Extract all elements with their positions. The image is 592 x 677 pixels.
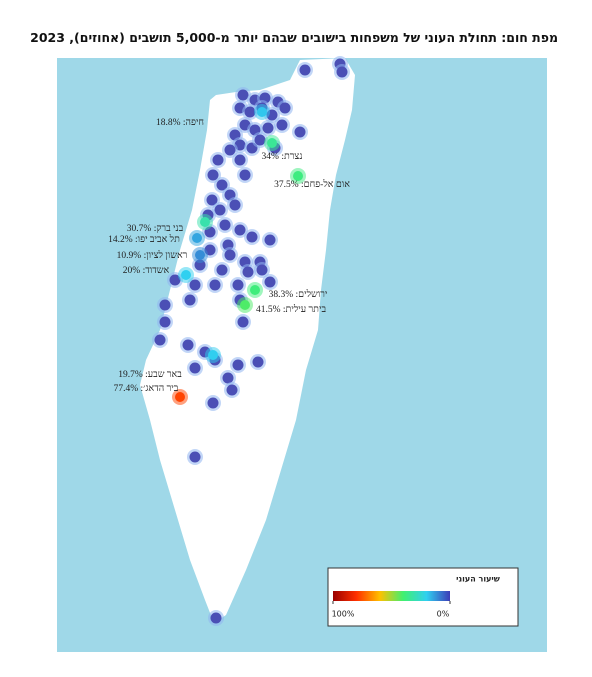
dot xyxy=(216,264,228,276)
land-shape xyxy=(140,58,355,623)
dot xyxy=(207,169,219,181)
city-marker xyxy=(240,300,250,310)
dot xyxy=(256,264,268,276)
dot xyxy=(237,316,249,328)
city-marker xyxy=(208,350,218,360)
dot xyxy=(214,204,226,216)
dot xyxy=(336,66,348,78)
city-marker xyxy=(181,270,191,280)
dot xyxy=(246,231,258,243)
dot xyxy=(294,126,306,138)
dot xyxy=(252,356,264,368)
dot xyxy=(169,274,181,286)
dot xyxy=(232,359,244,371)
dot xyxy=(242,266,254,278)
city-label: תל אביב יפו: 14.2% xyxy=(108,234,180,245)
dot xyxy=(212,154,224,166)
dot xyxy=(184,294,196,306)
dot xyxy=(264,234,276,246)
dot xyxy=(237,89,249,101)
city-label: נצרת: 34% xyxy=(262,152,303,162)
city-marker xyxy=(250,285,260,295)
dot xyxy=(254,134,266,146)
dot xyxy=(226,384,238,396)
dot xyxy=(219,219,231,231)
dot xyxy=(222,372,234,384)
dot xyxy=(189,451,201,463)
dot xyxy=(262,122,274,134)
city-labels: חיפה: 18.8% נצרת: 34% אום אל-פחם: 37.5% בני… xyxy=(108,118,350,394)
dot xyxy=(299,64,311,76)
dot xyxy=(207,397,219,409)
city-markers xyxy=(172,104,306,405)
city-label: אשדוד: 20% xyxy=(123,266,170,276)
city-marker xyxy=(192,233,202,243)
dot xyxy=(159,316,171,328)
dot xyxy=(210,612,222,624)
legend-tick-label: 100% xyxy=(332,610,355,619)
city-marker xyxy=(195,250,205,260)
dot xyxy=(234,154,246,166)
city-marker xyxy=(200,217,210,227)
dot xyxy=(209,279,221,291)
dot xyxy=(224,144,236,156)
dot xyxy=(216,179,228,191)
dot xyxy=(276,119,288,131)
legend-color-bar xyxy=(333,591,450,601)
legend-tick-label: 0% xyxy=(437,610,450,619)
dot xyxy=(182,339,194,351)
dot xyxy=(224,249,236,261)
city-marker xyxy=(267,138,277,148)
city-label: חיפה: 18.8% xyxy=(156,118,204,128)
dot xyxy=(189,279,201,291)
city-marker xyxy=(257,107,267,117)
city-label: בני ברק: 30.7% xyxy=(127,224,184,234)
city-label: ביר הדאג׳: 77.4% xyxy=(114,384,179,394)
dot xyxy=(206,194,218,206)
dot xyxy=(229,199,241,211)
city-label: ביתר עילית: 41.5% xyxy=(256,304,326,315)
city-marker xyxy=(293,171,303,181)
city-label: אום אל-פחם: 37.5% xyxy=(274,179,350,190)
dot xyxy=(154,334,166,346)
dot xyxy=(232,279,244,291)
city-marker xyxy=(175,392,185,402)
dot xyxy=(239,169,251,181)
dot xyxy=(244,106,256,118)
dot xyxy=(264,276,276,288)
dot xyxy=(189,362,201,374)
city-label: ירושלים: 38.3% xyxy=(269,289,328,300)
dot xyxy=(234,224,246,236)
city-label: באר שבע: 19.7% xyxy=(118,370,182,380)
map-title: מפת חום: תחולת העוני של משפחות בישובים ש… xyxy=(30,30,558,45)
dot xyxy=(279,102,291,114)
city-label: ראשון לציון: 10.9% xyxy=(117,250,188,261)
dot xyxy=(159,299,171,311)
legend-title: שיעור העוני xyxy=(456,575,500,584)
